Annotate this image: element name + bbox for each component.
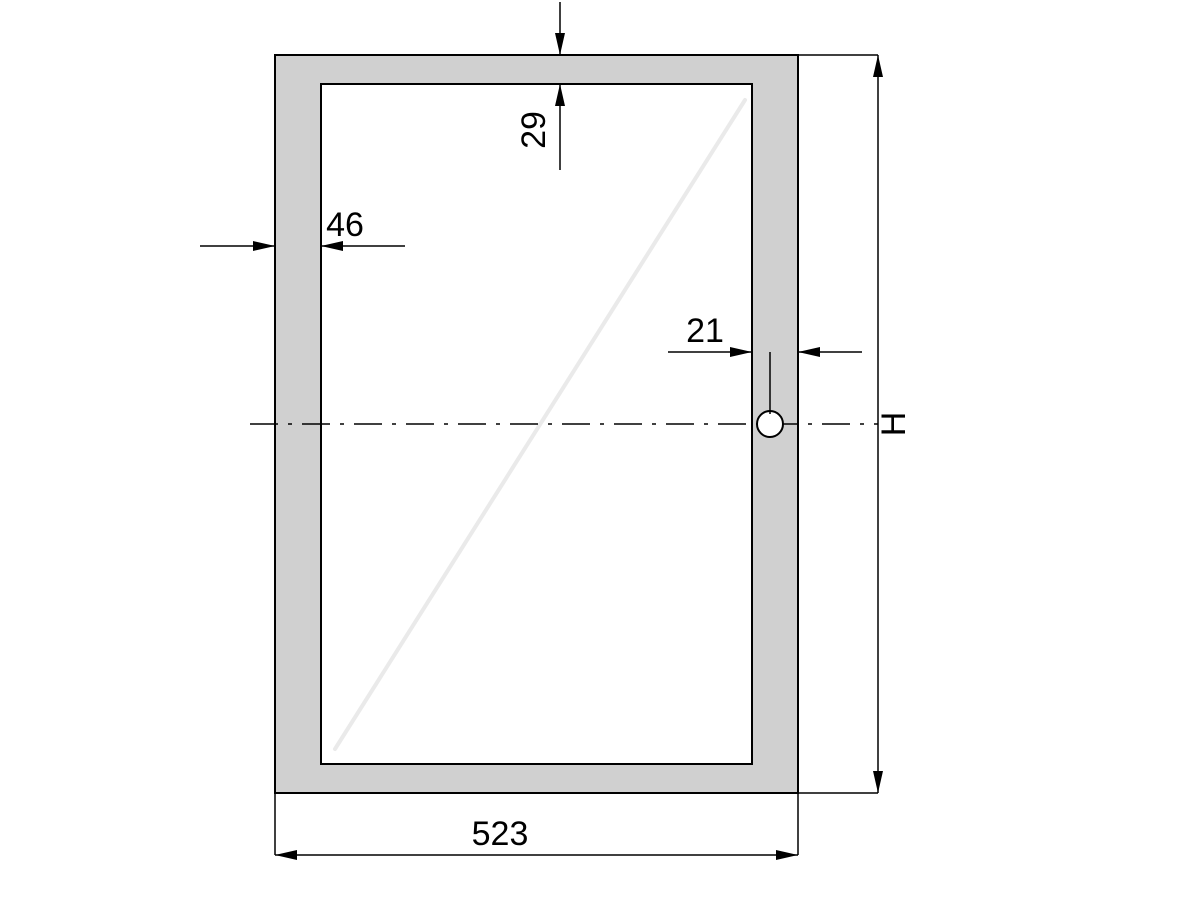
dimension-arrowhead (776, 850, 798, 860)
dim-value-46: 46 (326, 206, 364, 244)
dimension-arrowhead (275, 850, 297, 860)
dimension-arrowhead (873, 55, 883, 77)
dim-value-21: 21 (686, 312, 724, 350)
dimension-arrowhead (873, 771, 883, 793)
technical-drawing: 523 H 29 46 21 (0, 0, 1200, 900)
dim-value-height: H (875, 412, 913, 437)
dimension-arrowhead (253, 241, 275, 251)
dim-value-29: 29 (515, 111, 553, 149)
dim-value-width: 523 (472, 815, 529, 853)
door-handle (757, 411, 783, 437)
dimension-arrowhead (798, 347, 820, 357)
dimension-arrowhead (555, 33, 565, 55)
